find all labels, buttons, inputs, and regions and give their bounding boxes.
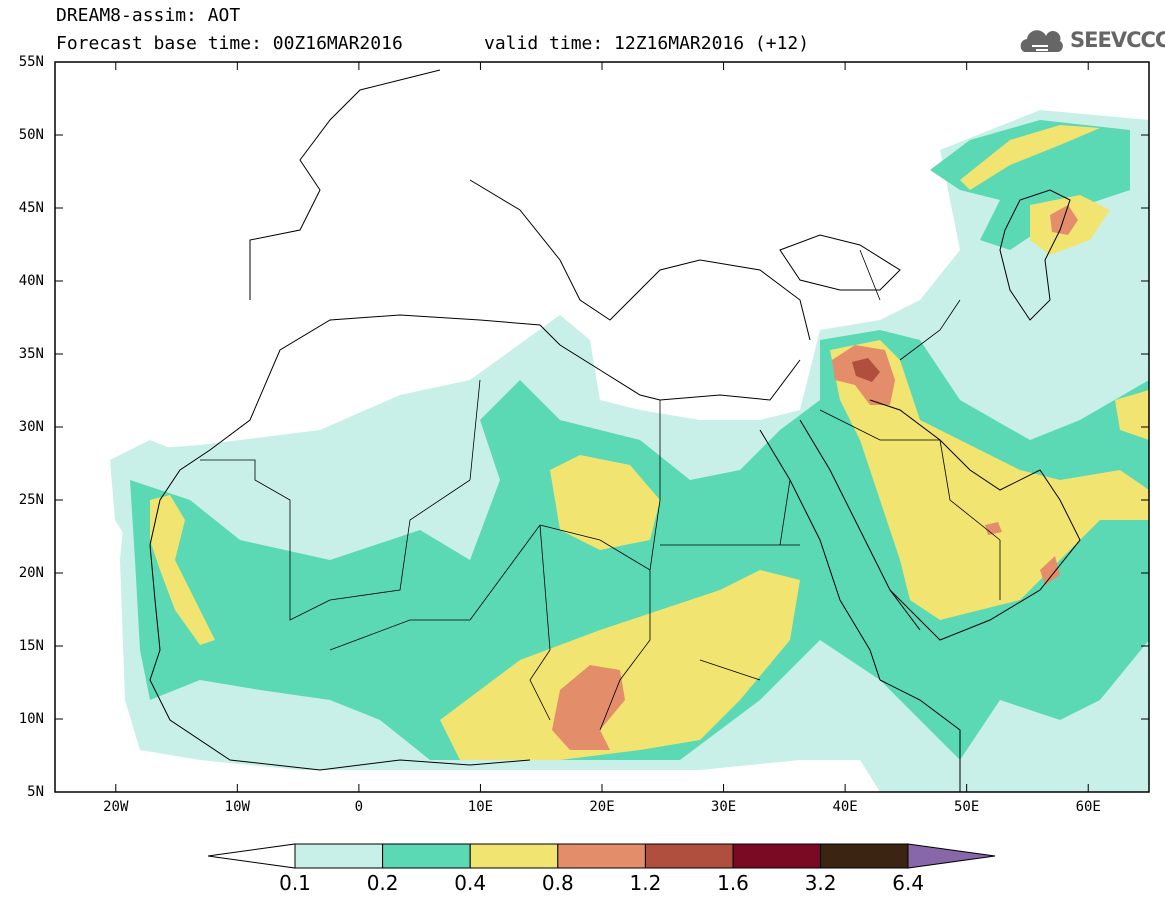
lat-label: 55N	[18, 54, 44, 70]
coastline-west-africa	[149, 544, 531, 771]
lon-label: 0	[354, 799, 364, 815]
forecast-base-time: Forecast base time: 00Z16MAR2016	[56, 33, 403, 54]
lat-label: 10N	[18, 711, 44, 727]
lon-label: 60E	[1075, 799, 1101, 815]
aot-band-0.2-north	[930, 120, 1130, 250]
aot-band-0.4-iran	[1115, 390, 1149, 440]
aot-band-0.8-oman	[1040, 556, 1060, 585]
colorbar-box	[294, 843, 384, 869]
lon-label: 20W	[103, 799, 129, 815]
aot-band-0.4-arabia	[830, 340, 1149, 620]
coastline-black-sea	[779, 234, 901, 291]
lat-label: 30N	[18, 419, 44, 435]
lat-label: 5N	[27, 784, 44, 800]
valid-time: valid time: 12Z16MAR2016 (+12)	[484, 33, 810, 54]
coastlines	[149, 69, 1081, 792]
aot-band-1.2-iraq	[852, 358, 880, 382]
aot-band-0.4-central	[550, 455, 660, 550]
aot-band-0.4-west	[150, 495, 215, 645]
coastline-arabia	[869, 399, 1081, 641]
colorbar-box	[557, 843, 646, 869]
coastline-north-africa	[149, 314, 801, 546]
lon-label: 30E	[710, 799, 737, 815]
axis-ticks	[55, 61, 1149, 793]
colorbar-label: 1.2	[629, 871, 662, 895]
colorbar-box	[732, 843, 822, 869]
lon-label: 10E	[467, 799, 494, 815]
country-borders	[200, 249, 1001, 731]
colorbar-box	[644, 843, 734, 869]
lat-label: 50N	[18, 127, 44, 143]
coastline-red-sea	[759, 419, 921, 681]
lon-label: 10W	[224, 799, 250, 815]
colorbar-label: 0.2	[366, 871, 399, 895]
aot-field	[110, 110, 1149, 792]
lat-label: 25N	[18, 492, 44, 508]
aot-band-0.4-north	[960, 125, 1100, 190]
cloud-logo-icon	[1020, 30, 1063, 52]
aot-band-0.4-sahara	[440, 570, 800, 760]
colorbar-label: 0.8	[541, 871, 574, 895]
colorbar-label: 0.4	[454, 871, 487, 895]
lon-label: 20E	[589, 799, 615, 815]
colorbar-box	[469, 843, 559, 869]
colorbar-label: 3.2	[804, 871, 837, 895]
colorbar-label: 0.1	[279, 871, 311, 895]
colorbar-label: 6.4	[892, 871, 925, 895]
colorbar-right-arrow	[907, 843, 996, 869]
lon-label: 40E	[832, 799, 858, 815]
coastline-europe	[249, 69, 811, 341]
lat-label: 20N	[18, 565, 44, 581]
aot-band-0.8-caspian	[1050, 205, 1078, 235]
coastline-africa-horn	[879, 679, 961, 792]
lat-label: 45N	[18, 200, 44, 216]
colorbar	[207, 843, 996, 869]
colorbar-box	[820, 843, 909, 869]
aot-band-0.8-chad	[552, 665, 625, 750]
map-title: DREAM8-assim: AOT	[56, 5, 241, 26]
lat-label: 40N	[18, 273, 44, 289]
lon-label: 50E	[954, 799, 980, 815]
colorbar-box	[382, 843, 471, 869]
colorbar-left-arrow	[207, 843, 296, 869]
seevccc-logo-text: SEEVCCC	[1070, 28, 1165, 52]
colorbar-label: 1.6	[717, 871, 749, 895]
lat-label: 15N	[18, 638, 44, 654]
lat-label: 35N	[18, 346, 44, 362]
coastline-caspian	[999, 189, 1071, 321]
